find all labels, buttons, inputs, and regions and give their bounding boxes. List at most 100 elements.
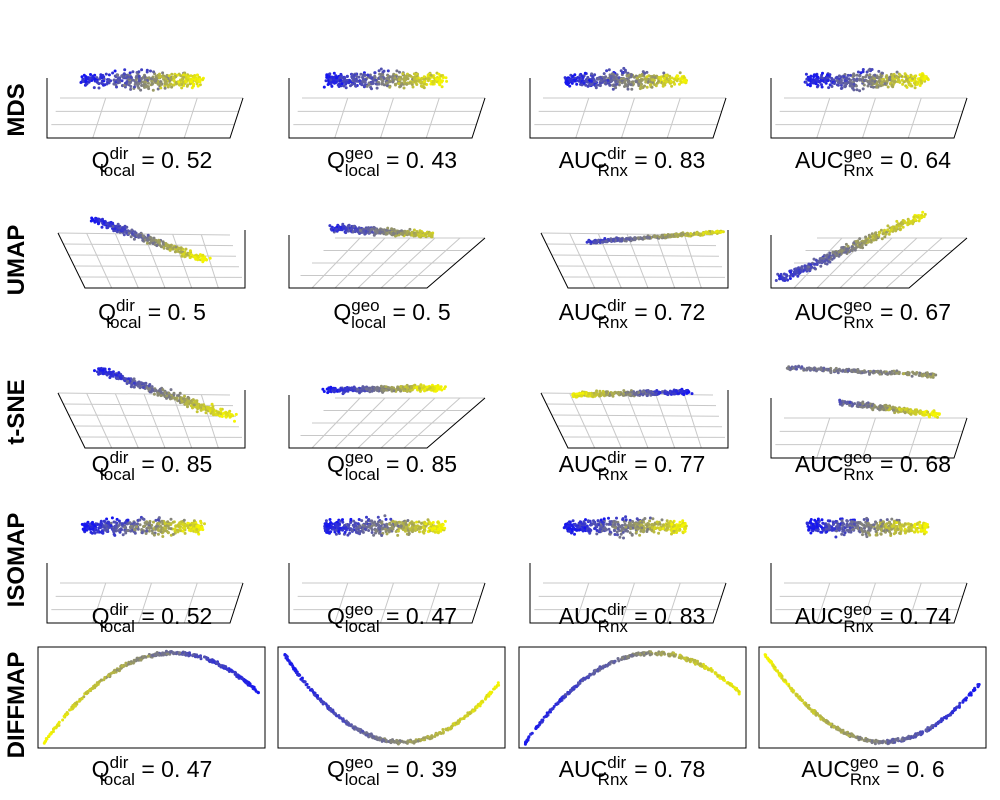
data-point — [103, 83, 107, 87]
data-point — [643, 84, 646, 88]
data-point — [934, 373, 938, 377]
data-point — [192, 519, 196, 523]
data-point — [180, 78, 184, 81]
data-point — [567, 77, 571, 81]
data-point — [106, 226, 110, 230]
data-point — [859, 245, 863, 249]
data-point — [163, 391, 167, 395]
data-point — [820, 85, 824, 89]
data-point — [852, 72, 856, 76]
data-point — [327, 78, 330, 82]
data-point — [594, 80, 598, 84]
data-point — [630, 87, 634, 91]
data-point — [208, 256, 212, 260]
data-point — [674, 234, 678, 238]
data-point — [207, 406, 210, 410]
data-point — [883, 82, 887, 86]
data-point — [169, 388, 173, 392]
data-point — [926, 77, 930, 80]
data-point — [412, 228, 416, 232]
data-point — [624, 237, 628, 241]
data-point — [120, 528, 123, 532]
data-point — [848, 400, 852, 404]
data-point — [806, 83, 810, 87]
data-point — [861, 75, 865, 79]
data-point — [349, 84, 352, 88]
data-point — [925, 371, 929, 375]
data-point — [662, 76, 666, 80]
data-point — [380, 72, 384, 76]
data-point — [363, 232, 367, 236]
data-point — [870, 79, 874, 82]
data-point — [187, 396, 191, 400]
data-point — [102, 75, 106, 79]
data-point — [408, 227, 412, 231]
data-point — [174, 245, 178, 249]
data-point — [421, 386, 425, 390]
data-point — [811, 80, 815, 84]
data-point — [385, 84, 389, 88]
data-point — [342, 391, 345, 395]
data-point — [905, 77, 909, 81]
data-point — [136, 522, 139, 526]
data-point — [181, 529, 185, 533]
data-point — [129, 85, 133, 88]
data-point — [663, 391, 667, 395]
data-point — [878, 372, 882, 376]
data-point — [381, 82, 385, 86]
data-point — [867, 76, 871, 79]
data-point — [836, 253, 840, 257]
data-point — [144, 381, 148, 385]
data-point — [618, 238, 622, 242]
data-point — [123, 526, 127, 529]
data-point — [88, 76, 92, 80]
data-point — [887, 408, 891, 412]
data-point — [923, 373, 926, 377]
data-point — [117, 371, 121, 375]
data-point — [620, 79, 624, 83]
data-point — [653, 83, 656, 86]
data-point — [434, 77, 438, 81]
data-point — [143, 75, 147, 79]
data-point — [420, 80, 424, 84]
data-point — [823, 262, 827, 265]
data-point — [365, 84, 369, 88]
data-point — [163, 86, 167, 90]
data-point — [100, 225, 104, 229]
data-point — [106, 520, 110, 524]
data-point — [788, 269, 792, 273]
data-point — [201, 260, 205, 264]
data-point — [391, 80, 395, 84]
data-point — [885, 372, 889, 376]
data-point — [590, 393, 594, 397]
data-point — [924, 413, 928, 417]
data-point — [141, 386, 145, 389]
data-point — [141, 84, 145, 87]
data-point — [802, 367, 806, 371]
data-point — [604, 239, 608, 243]
data-point — [583, 71, 587, 75]
data-point — [158, 72, 161, 76]
data-point — [97, 217, 101, 221]
data-point — [785, 366, 789, 370]
data-point — [147, 387, 151, 391]
data-point — [674, 389, 678, 393]
data-point — [669, 79, 673, 83]
data-point — [919, 79, 923, 83]
data-point — [858, 237, 862, 241]
data-point — [405, 76, 409, 80]
data-point — [234, 412, 238, 416]
data-point — [411, 85, 415, 89]
data-point — [397, 230, 401, 234]
data-point — [326, 83, 330, 86]
data-point — [168, 248, 172, 252]
data-point — [827, 86, 831, 90]
data-point — [330, 228, 333, 231]
data-point — [439, 74, 443, 78]
data-point — [102, 221, 106, 225]
data-point — [861, 68, 865, 71]
data-point — [129, 87, 133, 91]
data-point — [395, 69, 399, 73]
data-point — [425, 385, 429, 389]
data-point — [193, 400, 197, 404]
